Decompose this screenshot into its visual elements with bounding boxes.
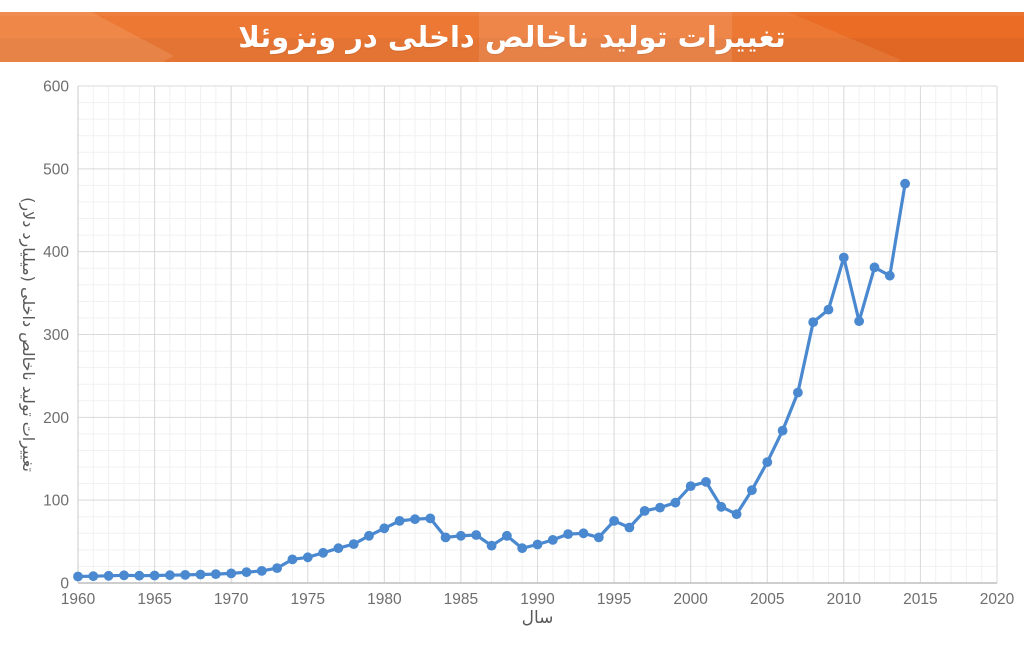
data-point-marker (609, 516, 619, 526)
x-tick-label: 2020 (980, 591, 1015, 608)
data-point-marker (165, 570, 175, 581)
data-point-marker (547, 535, 558, 545)
data-point-marker (241, 567, 252, 578)
data-point-marker (364, 530, 374, 541)
data-point-marker (471, 530, 482, 540)
data-point-marker (88, 571, 99, 582)
data-point-marker (624, 522, 635, 533)
x-tick-label: 1960 (61, 591, 96, 608)
page-title: تغییرات تولید ناخالص داخلی در ونزوئلا (238, 20, 786, 54)
data-point-marker (593, 532, 604, 543)
data-point-marker (149, 570, 160, 581)
title-banner: تغییرات تولید ناخالص داخلی در ونزوئلا (0, 12, 1024, 62)
data-point-marker (256, 566, 267, 576)
data-point-marker (731, 509, 742, 520)
data-point-marker (838, 252, 849, 263)
x-tick-label: 1985 (444, 591, 478, 608)
data-point-marker (685, 481, 696, 491)
data-point-marker (318, 547, 328, 558)
y-tick-label: 300 (43, 327, 69, 344)
y-tick-label: 0 (60, 576, 69, 593)
data-point-marker (394, 516, 405, 526)
x-tick-label: 2000 (673, 591, 708, 608)
data-point-marker (808, 317, 819, 327)
data-point-marker (456, 530, 466, 541)
y-tick-label: 500 (43, 161, 69, 178)
data-point-marker (379, 523, 390, 534)
data-point-marker (348, 539, 359, 549)
data-point-marker (410, 514, 420, 525)
data-point-marker (854, 316, 864, 327)
x-tick-label: 1970 (214, 591, 249, 608)
data-point-marker (823, 304, 834, 315)
data-point-marker (670, 497, 681, 508)
data-point-marker (134, 570, 145, 581)
x-tick-label: 1975 (291, 591, 325, 608)
gdp-chart: 1960 1965 1970 1975 1980 1985 1990 1995 2000 2005… (0, 62, 1024, 651)
data-point-marker (180, 570, 191, 580)
data-point-marker (302, 552, 313, 563)
data-point-marker (762, 457, 773, 467)
data-point-marker (578, 528, 589, 539)
data-point-marker (884, 270, 895, 281)
data-point-marker (655, 502, 665, 513)
data-point-marker (226, 568, 237, 579)
data-point-marker (747, 485, 757, 496)
data-point-marker (563, 529, 573, 539)
data-point-marker (517, 543, 528, 554)
data-point-marker (486, 540, 497, 551)
data-point-marker (333, 543, 344, 554)
data-point-marker (532, 539, 543, 550)
x-tick-label: 1965 (137, 591, 171, 608)
x-axis-title: سال (521, 608, 554, 628)
data-point-marker (119, 570, 129, 581)
x-tick-label: 1990 (520, 591, 555, 608)
gdp-line-chart-canvas: 1960 1965 1970 1975 1980 1985 1990 1995 2000 2005… (43, 79, 1015, 609)
data-point-marker (287, 554, 298, 565)
x-tick-label: 2010 (827, 591, 862, 608)
x-tick-label: 2015 (903, 591, 937, 608)
y-tick-label: 600 (43, 79, 69, 96)
data-point-marker (103, 570, 114, 581)
data-point-marker (73, 571, 83, 582)
data-point-marker (425, 513, 436, 524)
data-point-marker (195, 569, 206, 580)
data-point-marker (793, 387, 803, 398)
data-point-marker (210, 569, 221, 579)
data-point-marker (869, 262, 880, 273)
x-tick-label: 1980 (367, 591, 402, 608)
data-point-marker (900, 178, 910, 189)
data-point-marker (502, 530, 512, 541)
y-tick-label: 400 (43, 244, 69, 261)
data-point-marker (701, 477, 711, 487)
data-point-marker (639, 506, 650, 516)
x-tick-label: 1995 (597, 591, 631, 608)
data-point-marker (716, 501, 727, 512)
data-point-marker (777, 425, 788, 436)
x-tick-label: 2005 (750, 591, 784, 608)
data-point-marker (272, 563, 282, 573)
y-tick-label: 200 (43, 410, 69, 427)
y-tick-label: 100 (43, 493, 69, 510)
data-point-marker (440, 532, 451, 543)
